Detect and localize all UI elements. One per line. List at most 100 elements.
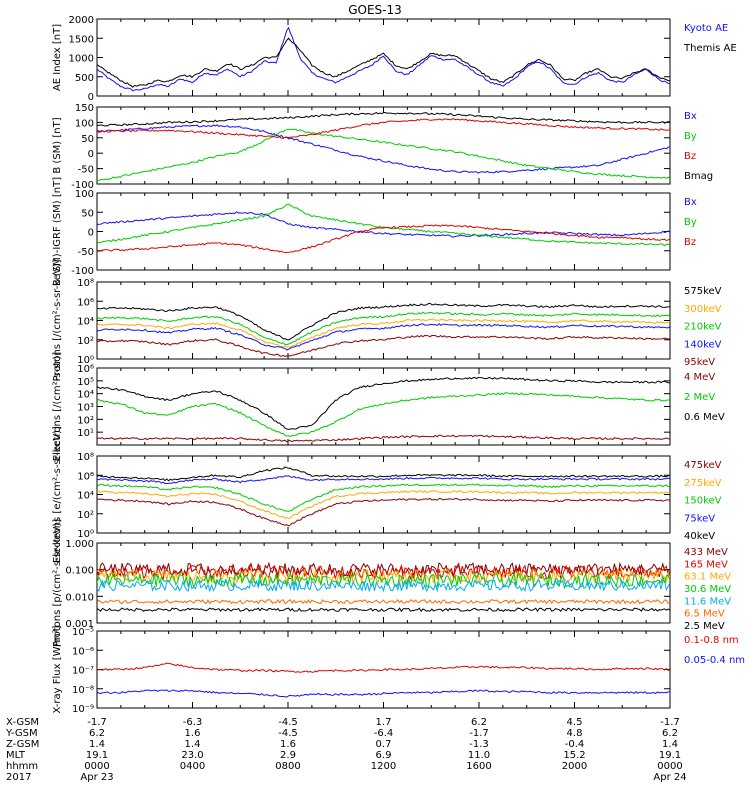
y-tick-label: 2000	[69, 15, 94, 26]
x-row-label: Z-GSM	[6, 739, 39, 750]
y-tick-label: 10²	[77, 336, 94, 347]
series-line-475kev	[97, 497, 670, 527]
x-tick-value: 11.0	[468, 750, 490, 761]
y-tick-label: 10⁴	[77, 317, 94, 328]
y-tick-label: 10⁰	[77, 355, 94, 366]
x-tick-value: 2000	[562, 761, 587, 772]
x-tick-value: Apr 24	[653, 772, 686, 783]
y-tick-label: -50	[78, 165, 94, 176]
legend-entry: 75keV	[684, 513, 715, 524]
legend-entry: 11.6 MeV	[684, 596, 731, 607]
x-tick-value: 1.6	[185, 728, 201, 739]
legend-entry: Bx	[684, 111, 697, 122]
y-tick-label: 10⁵	[77, 377, 94, 388]
legend-entry: 2 MeV	[684, 392, 715, 403]
x-tick-value: 4.5	[567, 717, 583, 728]
y-tick-label: 10⁻⁷	[72, 666, 94, 677]
x-tick-value: 1.4	[185, 739, 201, 750]
y-tick-label: 10⁻⁸	[72, 685, 94, 696]
x-tick-value: 2.9	[280, 750, 296, 761]
x-tick-value: 6.9	[376, 750, 392, 761]
legend-entry: 30.6 MeV	[684, 584, 731, 595]
y-tick-label: 100	[75, 189, 94, 200]
y-tick-label: 10⁶	[77, 297, 94, 308]
y-tick-label: 150	[75, 103, 94, 114]
x-tick-value: -6.4	[374, 728, 394, 739]
legend-entry: Bz	[684, 151, 696, 162]
panel-frame	[96, 18, 671, 97]
x-tick-value: -1.7	[469, 728, 489, 739]
legend-entry: Kyoto AE	[684, 23, 728, 34]
x-tick-value: -1.3	[469, 739, 489, 750]
panel-bsm: -100 -50 0 50 100 150 B (SM) [nT] Bx By Bz Bmag	[52, 103, 713, 191]
legend-entry: 0.6 MeV	[684, 412, 725, 423]
series-line-by	[97, 128, 670, 182]
panel-bigrf: -100 -50 0 50 100 B (SM)-IGRF (SM) [nT] Bx By Bz	[52, 177, 697, 286]
y-axis-label: Protons [/(cm²-s-sr-keV)]	[52, 259, 63, 381]
y-axis-label: Protons [p/(cm²-s-sr-keV)]	[52, 519, 63, 647]
series-line-2-5-mev	[97, 607, 670, 613]
legend-entry: 40keV	[684, 531, 715, 542]
y-tick-label: 100	[75, 118, 94, 129]
y-axis-label: Electrons [e/(cm²-s-sr-keV)]	[52, 426, 63, 563]
panel-frame	[96, 367, 671, 446]
series-line-275kev	[97, 490, 670, 520]
legend-entry: 4 MeV	[684, 372, 715, 383]
series-line-6-5-mev	[97, 598, 670, 605]
y-tick-label: 0.100	[65, 566, 94, 577]
y-tick-label: 10²	[77, 510, 94, 521]
legend-entry: By	[684, 217, 697, 228]
legend-entry: 150keV	[684, 496, 722, 507]
legend-entry: 210keV	[684, 322, 722, 333]
x-tick-value: 19.1	[86, 750, 108, 761]
y-tick-label: 10⁸	[77, 278, 94, 289]
x-row-label: Y-GSM	[5, 728, 38, 739]
x-tick-value: -6.3	[183, 717, 203, 728]
x-tick-value: -1.7	[660, 717, 680, 728]
legend-entry: By	[684, 131, 697, 142]
legend-entry: 575keV	[684, 286, 722, 297]
legend-entry: 6.5 MeV	[684, 609, 725, 620]
legend-entry: Themis AE	[683, 43, 737, 54]
legend-entry: 300keV	[684, 304, 722, 315]
y-tick-label: 0	[88, 149, 94, 160]
x-tick-value: 6.2	[471, 717, 487, 728]
y-tick-label: 10²	[77, 415, 94, 426]
y-tick-label: 10⁶	[77, 364, 94, 375]
legend-entry: 433 MeV	[684, 547, 728, 558]
y-tick-label: 1500	[69, 34, 94, 45]
series-line-210kev	[97, 311, 670, 346]
y-axis-label: X-ray Flux [W/m²]	[52, 625, 63, 713]
panel-ae: 0 500 1000 1500 2000 AE Index [nT] Kyoto AE The…	[52, 15, 737, 103]
series-line-2-mev	[97, 392, 670, 437]
y-axis-label: AE Index [nT]	[52, 24, 63, 91]
panel-frame	[96, 106, 671, 185]
x-tick-value: 23.0	[181, 750, 203, 761]
x-tick-value: 1200	[371, 761, 396, 772]
series-line-11-6-mev	[97, 578, 670, 593]
y-tick-label: 1000	[69, 54, 94, 65]
figure-title: GOES-13	[348, 3, 402, 17]
series-line-575kev	[97, 302, 670, 341]
x-tick-value: 0000	[657, 761, 682, 772]
y-tick-label: 10⁶	[77, 471, 94, 482]
y-tick-label: 0.001	[65, 619, 94, 630]
series-line-bz	[97, 117, 670, 139]
x-row-label: MLT	[6, 750, 26, 761]
y-tick-label: 0.010	[65, 592, 94, 603]
y-tick-label: 10⁸	[77, 452, 94, 463]
y-tick-label: 10⁴	[77, 390, 94, 401]
legend-entry: Bz	[684, 237, 696, 248]
y-tick-label: 10⁰	[77, 529, 94, 540]
y-tick-label: 1.000	[65, 539, 94, 550]
series-line-bmag	[97, 111, 670, 127]
x-tick-value: -1.7	[87, 717, 107, 728]
y-tick-label: 10⁻⁹	[72, 704, 94, 715]
x-axis-table: X-GSMY-GSMZ-GSMMLThhmm2017-1.76.21.419.1…	[5, 717, 687, 783]
x-tick-value: -0.4	[565, 739, 585, 750]
x-row-label: X-GSM	[6, 717, 39, 728]
panel-electrons-kev: 10⁰ 10² 10⁴ 10⁶ 10⁸ Electrons [e/(cm²-s-sr-ke…	[52, 426, 722, 563]
y-tick-label: 0	[88, 92, 94, 103]
